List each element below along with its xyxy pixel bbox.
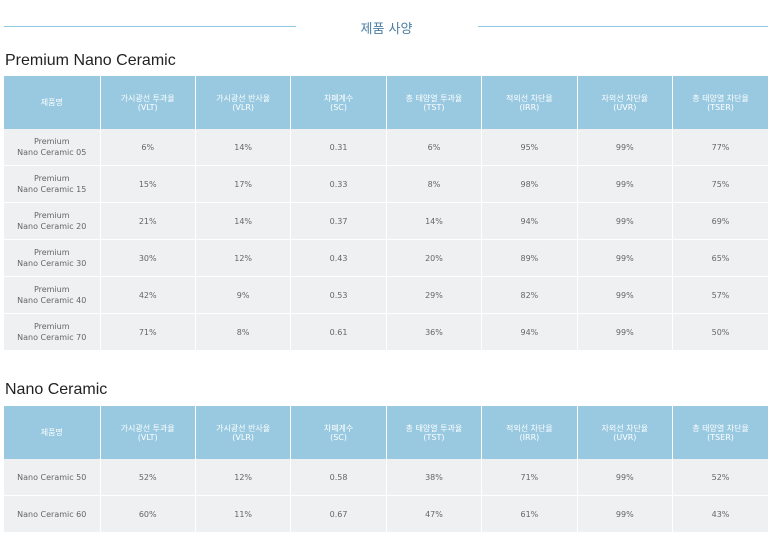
vlt-value: 30%	[100, 239, 196, 277]
vlt-value: 6%	[100, 129, 196, 166]
col-header-tst: 총 태양열 투과율 (TST)	[386, 406, 483, 459]
tst-value: 8%	[386, 165, 483, 203]
vlr-value: 11%	[195, 495, 292, 533]
irr-value: 98%	[481, 165, 578, 203]
sc-value: 0.58	[290, 459, 387, 496]
section-title-premium: Premium Nano Ceramic	[5, 52, 176, 69]
col-header-tser: 총 태양열 차단율 (TSER)	[672, 406, 768, 459]
tser-value: 69%	[672, 202, 768, 240]
header-divider-left	[4, 26, 296, 27]
vlr-value: 9%	[195, 276, 292, 314]
sc-value: 0.61	[290, 313, 387, 351]
tser-value: 43%	[672, 495, 768, 533]
spec-header: 제품 사양	[0, 0, 773, 52]
tst-value: 38%	[386, 459, 483, 496]
product-name: Nano Ceramic 50	[4, 459, 101, 496]
table-row: Premium Nano Ceramic 70 71% 8% 0.61 36% 9…	[4, 313, 768, 351]
section-title-nano: Nano Ceramic	[5, 381, 108, 398]
tser-value: 52%	[672, 459, 768, 496]
table-row: Nano Ceramic 50 52% 12% 0.58 38% 71% 99%…	[4, 459, 768, 496]
vlr-value: 14%	[195, 129, 292, 166]
uvr-value: 99%	[577, 276, 674, 314]
col-header-uvr: 자외선 차단율 (UVR)	[577, 76, 674, 129]
vlt-value: 15%	[100, 165, 196, 203]
sc-value: 0.53	[290, 276, 387, 314]
col-header-irr: 적외선 차단율 (IRR)	[481, 406, 578, 459]
uvr-value: 99%	[577, 165, 674, 203]
col-header-tst: 총 태양열 투과율 (TST)	[386, 76, 483, 129]
table-row: Nano Ceramic 60 60% 11% 0.67 47% 61% 99%…	[4, 495, 768, 533]
sc-value: 0.43	[290, 239, 387, 277]
table-header-row: 제품명 가시광선 투과율 (VLT) 가시광선 반사율 (VLR) 차폐계수 (SC)…	[4, 406, 768, 459]
table-row: Premium Nano Ceramic 30 30% 12% 0.43 20% …	[4, 239, 768, 277]
product-name: Premium Nano Ceramic 20	[4, 202, 101, 240]
nano-spec-table: 제품명 가시광선 투과율 (VLT) 가시광선 반사율 (VLR) 차폐계수 (SC)…	[4, 406, 768, 533]
tser-value: 75%	[672, 165, 768, 203]
uvr-value: 99%	[577, 313, 674, 351]
product-name: Premium Nano Ceramic 05	[4, 129, 101, 166]
product-name: Premium Nano Ceramic 70	[4, 313, 101, 351]
col-header-vlr: 가시광선 반사율 (VLR)	[195, 406, 292, 459]
col-header-vlt: 가시광선 투과율 (VLT)	[100, 76, 196, 129]
vlr-value: 12%	[195, 459, 292, 496]
sc-value: 0.67	[290, 495, 387, 533]
uvr-value: 99%	[577, 495, 674, 533]
irr-value: 95%	[481, 129, 578, 166]
tst-value: 14%	[386, 202, 483, 240]
col-header-sc: 차폐계수 (SC)	[290, 76, 387, 129]
col-header-tser: 총 태양열 차단율 (TSER)	[672, 76, 768, 129]
table-row: Premium Nano Ceramic 20 21% 14% 0.37 14% …	[4, 202, 768, 240]
tst-value: 36%	[386, 313, 483, 351]
table-row: Premium Nano Ceramic 40 42% 9% 0.53 29% 8…	[4, 276, 768, 314]
tst-value: 29%	[386, 276, 483, 314]
tser-value: 65%	[672, 239, 768, 277]
vlt-value: 21%	[100, 202, 196, 240]
col-header-uvr: 자외선 차단율 (UVR)	[577, 406, 674, 459]
vlr-value: 14%	[195, 202, 292, 240]
tser-value: 57%	[672, 276, 768, 314]
uvr-value: 99%	[577, 239, 674, 277]
vlr-value: 17%	[195, 165, 292, 203]
col-header-irr: 적외선 차단율 (IRR)	[481, 76, 578, 129]
uvr-value: 99%	[577, 459, 674, 496]
irr-value: 94%	[481, 202, 578, 240]
sc-value: 0.37	[290, 202, 387, 240]
page-title: 제품 사양	[360, 22, 413, 37]
vlr-value: 8%	[195, 313, 292, 351]
product-name: Premium Nano Ceramic 40	[4, 276, 101, 314]
table-header-row: 제품명 가시광선 투과율 (VLT) 가시광선 반사율 (VLR) 차폐계수 (SC)…	[4, 76, 768, 129]
premium-spec-table: 제품명 가시광선 투과율 (VLT) 가시광선 반사율 (VLR) 차폐계수 (SC)…	[4, 76, 768, 351]
irr-value: 71%	[481, 459, 578, 496]
col-header-vlt: 가시광선 투과율 (VLT)	[100, 406, 196, 459]
tser-value: 77%	[672, 129, 768, 166]
irr-value: 61%	[481, 495, 578, 533]
table-row: Premium Nano Ceramic 15 15% 17% 0.33 8% 9…	[4, 165, 768, 203]
irr-value: 89%	[481, 239, 578, 277]
tst-value: 6%	[386, 129, 483, 166]
vlt-value: 71%	[100, 313, 196, 351]
tst-value: 47%	[386, 495, 483, 533]
sc-value: 0.33	[290, 165, 387, 203]
product-name: Premium Nano Ceramic 30	[4, 239, 101, 277]
table-row: Premium Nano Ceramic 05 6% 14% 0.31 6% 95…	[4, 129, 768, 166]
col-header-sc: 차폐계수 (SC)	[290, 406, 387, 459]
vlr-value: 12%	[195, 239, 292, 277]
vlt-value: 60%	[100, 495, 196, 533]
col-header-product: 제품명	[4, 76, 101, 129]
vlt-value: 52%	[100, 459, 196, 496]
tser-value: 50%	[672, 313, 768, 351]
sc-value: 0.31	[290, 129, 387, 166]
header-divider-right	[478, 26, 768, 27]
tst-value: 20%	[386, 239, 483, 277]
product-name: Nano Ceramic 60	[4, 495, 101, 533]
vlt-value: 42%	[100, 276, 196, 314]
col-header-vlr: 가시광선 반사율 (VLR)	[195, 76, 292, 129]
product-name: Premium Nano Ceramic 15	[4, 165, 101, 203]
uvr-value: 99%	[577, 202, 674, 240]
col-header-product: 제품명	[4, 406, 101, 459]
irr-value: 94%	[481, 313, 578, 351]
uvr-value: 99%	[577, 129, 674, 166]
irr-value: 82%	[481, 276, 578, 314]
